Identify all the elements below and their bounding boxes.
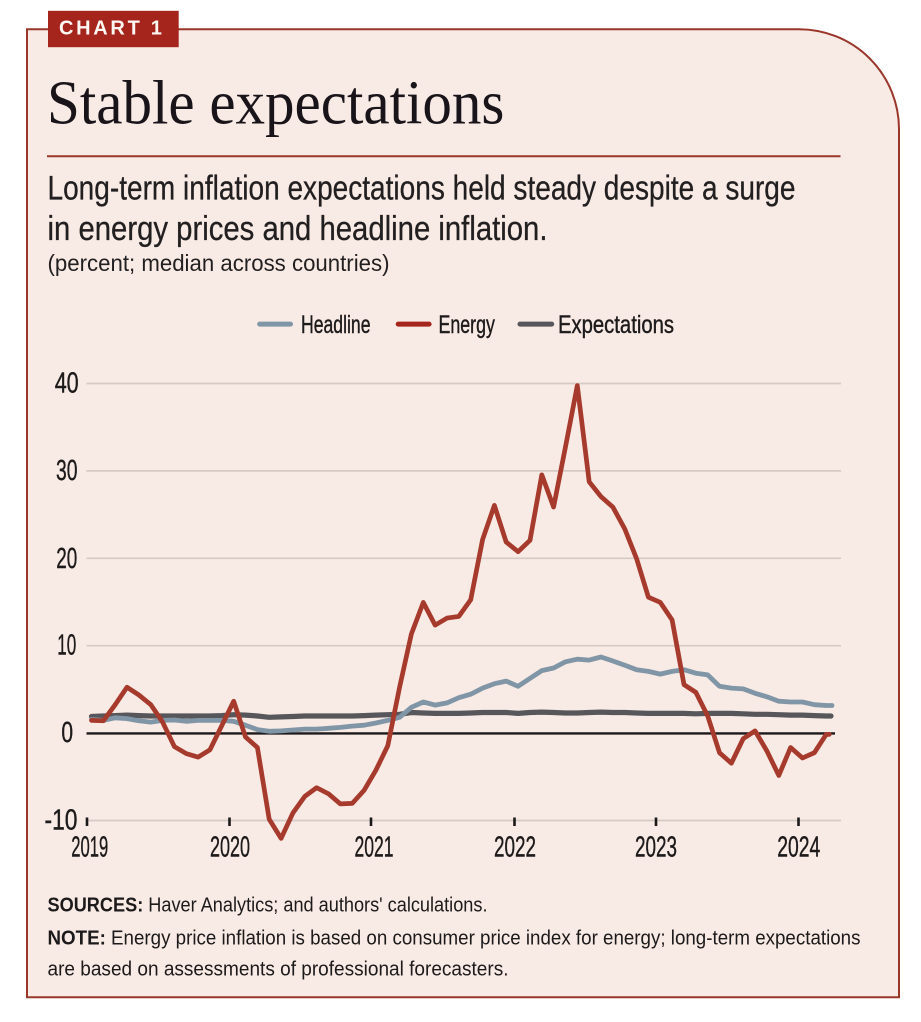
svg-text:2023: 2023	[635, 832, 677, 864]
svg-text:30: 30	[56, 455, 78, 487]
svg-text:20: 20	[56, 543, 77, 575]
svg-text:Energy: Energy	[439, 312, 496, 339]
svg-text:Expectations: Expectations	[558, 312, 674, 339]
svg-text:Headline: Headline	[301, 312, 371, 339]
svg-text:in energy prices and headline: in energy prices and headline inflation.	[48, 210, 548, 248]
svg-text:Stable expectations: Stable expectations	[47, 67, 504, 137]
svg-text:are based on assessments of pr: are based on assessments of professional…	[48, 959, 509, 981]
svg-text:2022: 2022	[494, 832, 536, 864]
svg-text:(percent; median across countr: (percent; median across countries)	[48, 250, 390, 276]
svg-text:2020: 2020	[210, 832, 250, 864]
svg-text:CHART 1: CHART 1	[59, 18, 165, 40]
svg-text:10: 10	[57, 630, 76, 662]
svg-text:2024: 2024	[777, 832, 820, 864]
svg-text:SOURCES: Haver Analytics; and: SOURCES: Haver Analytics; and authors' c…	[48, 895, 488, 917]
svg-text:40: 40	[55, 367, 79, 399]
svg-text:2021: 2021	[355, 832, 394, 864]
svg-text:Long-term inflation expectatio: Long-term inflation expectations held st…	[48, 170, 796, 208]
svg-text:0: 0	[61, 717, 73, 749]
svg-text:-10: -10	[45, 805, 78, 837]
svg-text:NOTE: Energy price inflation i: NOTE: Energy price inflation is based on…	[48, 928, 861, 950]
svg-text:2019: 2019	[71, 832, 108, 864]
